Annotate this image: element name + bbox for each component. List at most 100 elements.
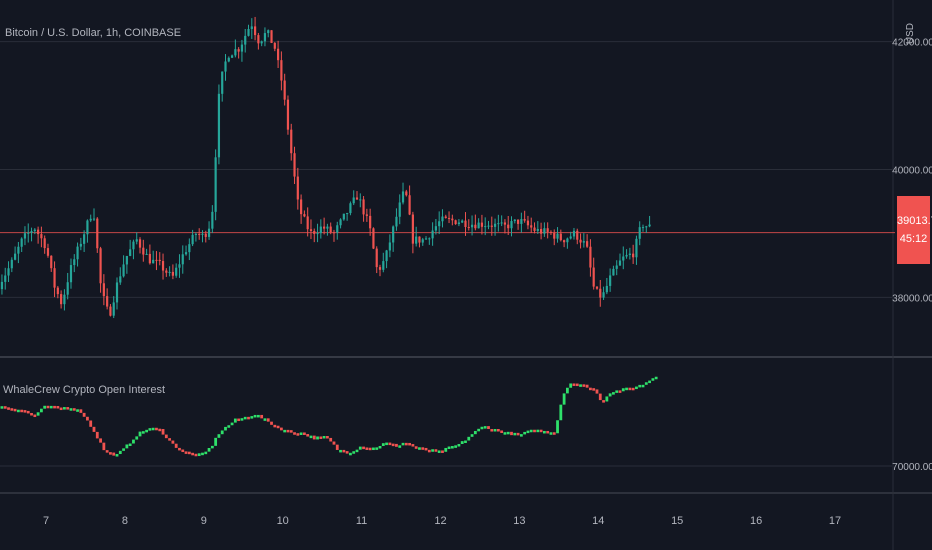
open-interest-candle <box>20 409 24 413</box>
price-candle <box>559 233 562 241</box>
price-candle <box>306 216 309 230</box>
open-interest-candle <box>128 443 132 447</box>
price-candle <box>395 216 398 227</box>
open-interest-candle <box>450 446 454 449</box>
price-candle <box>296 176 299 200</box>
open-interest-candle <box>608 393 612 397</box>
price-candle <box>464 220 467 228</box>
price-candle <box>188 244 191 253</box>
open-interest-candle <box>283 429 287 433</box>
currency-label: USD <box>905 23 916 45</box>
open-interest-candle <box>201 452 204 456</box>
price-candle <box>191 234 194 245</box>
price-candle <box>595 286 599 289</box>
price-candle <box>106 296 109 307</box>
open-interest-candle <box>135 436 139 440</box>
price-candle <box>309 229 313 231</box>
price-candle <box>612 268 615 276</box>
open-interest-candle <box>105 450 109 453</box>
open-interest-candle <box>345 451 349 454</box>
open-interest-candle <box>605 396 609 402</box>
price-candles <box>0 16 651 319</box>
price-tick-label: 40000.00 <box>892 166 932 177</box>
price-candle <box>355 197 359 200</box>
price-candle <box>43 238 46 249</box>
open-interest-candle <box>191 452 195 456</box>
price-candle <box>539 228 543 234</box>
open-interest-candle <box>299 432 303 435</box>
price-candle <box>326 226 329 229</box>
open-interest-candle <box>618 390 622 393</box>
open-interest-candle <box>92 426 96 432</box>
price-candle <box>480 222 484 227</box>
price-candle <box>645 226 648 228</box>
open-interest-candle <box>115 454 119 457</box>
price-candle <box>293 153 296 177</box>
price-candle <box>135 239 138 242</box>
price-candle <box>563 240 566 243</box>
price-candle <box>227 57 230 62</box>
open-interest-candle <box>178 447 181 451</box>
price-candle <box>17 246 20 254</box>
price-candle <box>352 197 355 204</box>
open-interest-candle <box>352 451 356 454</box>
open-interest-candle <box>155 427 158 431</box>
open-interest-candle <box>500 430 504 433</box>
symbol-title[interactable]: Bitcoin / U.S. Dollar, 1h, COINBASE <box>5 27 182 39</box>
time-tick-label: 12 <box>434 515 446 527</box>
open-interest-candle <box>401 442 405 446</box>
price-candle <box>415 236 418 244</box>
price-candle <box>214 157 217 212</box>
open-interest-candle <box>210 445 214 449</box>
price-candle <box>276 48 280 61</box>
open-interest-candle <box>148 428 152 431</box>
price-candle <box>388 242 391 251</box>
indicator-tick-label: 70000.00 <box>892 462 932 473</box>
open-interest-candle <box>79 409 83 413</box>
price-candle <box>96 218 99 249</box>
open-interest-candle <box>444 447 448 452</box>
open-interest-candle <box>480 426 484 430</box>
open-interest-candle <box>342 449 346 453</box>
price-candle <box>536 228 539 231</box>
price-candle <box>431 230 434 239</box>
open-interest-candle <box>286 429 290 433</box>
price-candle <box>46 248 50 256</box>
price-candle <box>263 33 267 42</box>
price-candle <box>165 270 168 273</box>
open-interest-candle <box>237 418 241 422</box>
price-candle <box>582 241 585 243</box>
price-candle <box>447 217 451 219</box>
price-candle <box>23 233 27 239</box>
price-candle <box>438 221 441 227</box>
open-interest-candle <box>99 438 102 443</box>
open-interest-candle <box>654 376 658 380</box>
price-candle <box>385 250 388 262</box>
price-candle <box>20 238 23 247</box>
price-candle <box>171 271 174 276</box>
open-interest-candle <box>487 426 490 430</box>
open-interest-candle <box>86 416 89 421</box>
open-interest-candle <box>263 418 267 421</box>
time-tick-label: 13 <box>513 515 525 527</box>
open-interest-candle <box>621 388 625 392</box>
open-interest-candle <box>464 440 467 444</box>
open-interest-candle <box>434 449 438 452</box>
price-candle <box>401 191 405 203</box>
price-candle <box>359 199 362 201</box>
price-candle <box>500 222 503 224</box>
price-candle <box>365 214 368 216</box>
price-candle <box>158 259 161 262</box>
open-interest-candle <box>385 442 388 446</box>
open-interest-candle <box>523 431 527 435</box>
candle-countdown: 45:12 <box>899 233 928 245</box>
price-candle <box>323 226 326 229</box>
price-candle <box>635 238 638 258</box>
time-tick-label: 15 <box>671 515 683 527</box>
open-interest-candle <box>49 405 53 409</box>
indicator-title[interactable]: WhaleCrew Crypto Open Interest <box>3 384 166 396</box>
price-candle <box>497 223 500 225</box>
price-candle <box>152 259 155 264</box>
price-candle <box>129 249 132 256</box>
